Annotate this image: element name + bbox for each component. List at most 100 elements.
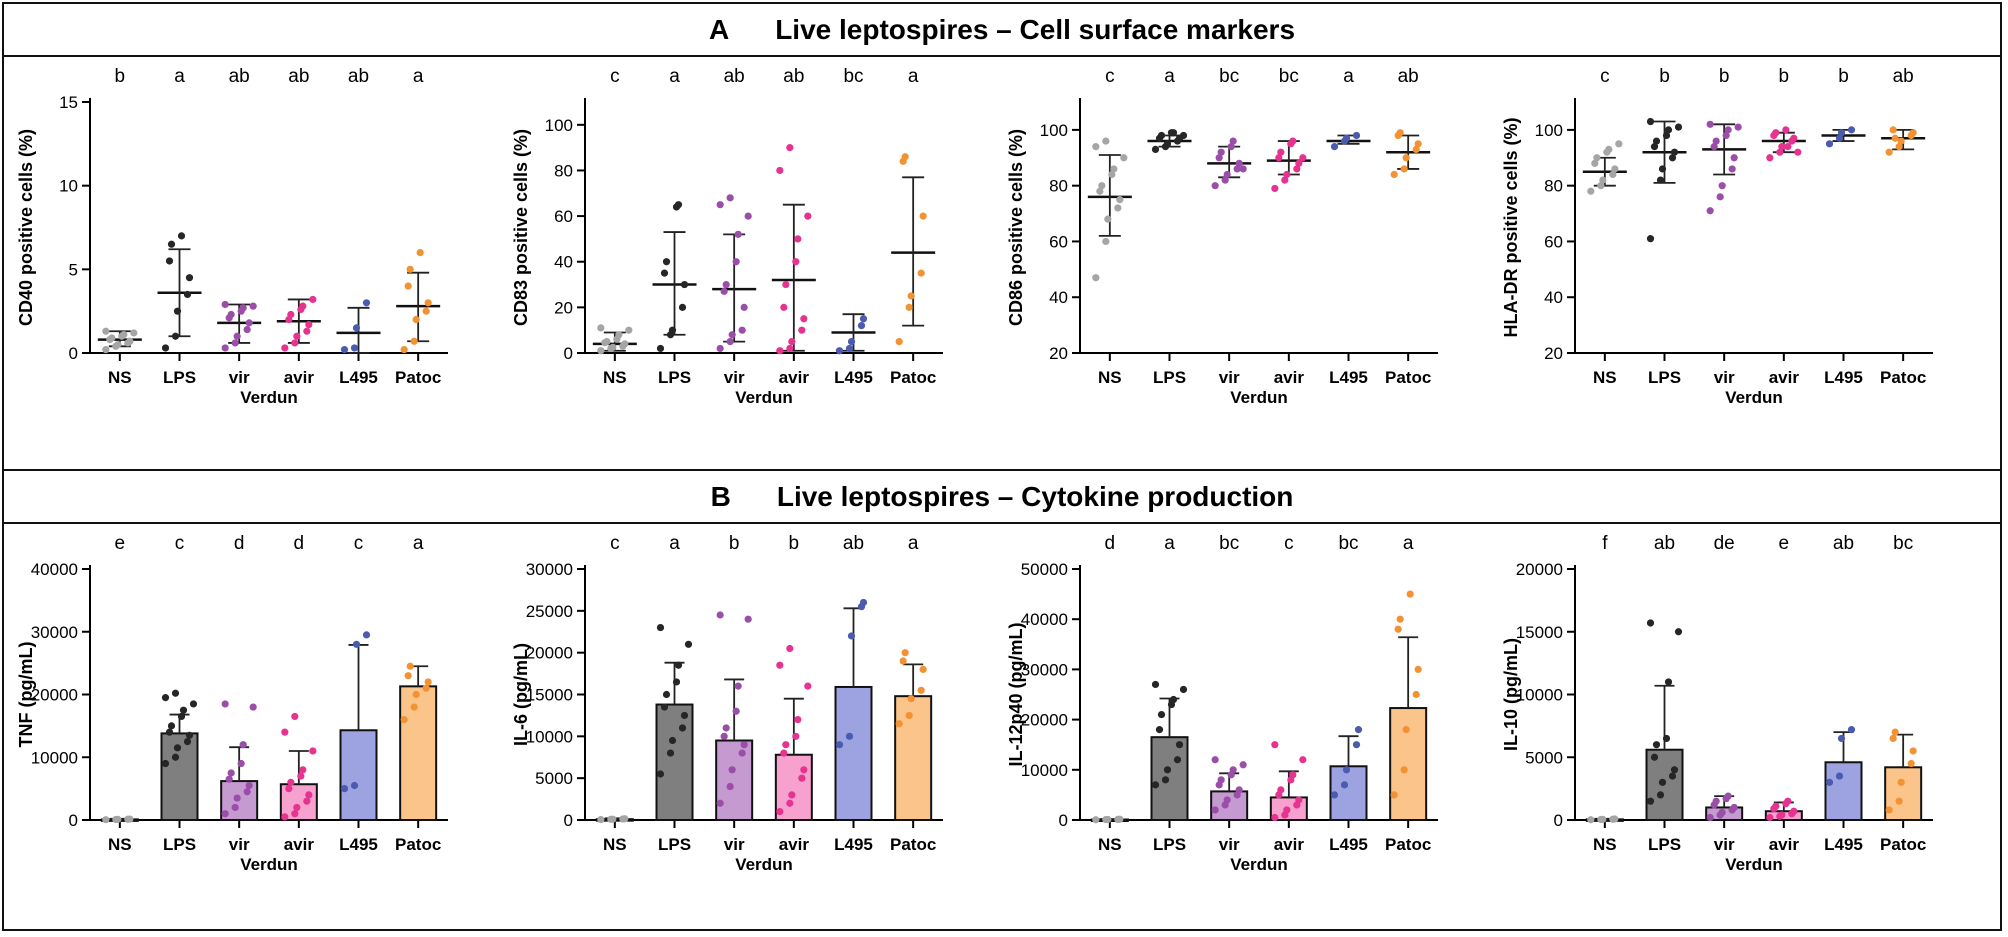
significance-letter: ab [1654, 533, 1675, 554]
bar [834, 685, 873, 821]
data-point [656, 770, 665, 778]
data-point [1662, 734, 1671, 743]
data-point [907, 292, 915, 300]
x-axis-label: Verdun [1230, 855, 1288, 874]
data-point [424, 678, 432, 686]
data-point [666, 749, 675, 757]
data-point [668, 326, 677, 334]
data-point [905, 711, 913, 720]
data-point [776, 166, 784, 175]
data-point [1668, 772, 1677, 780]
data-point [1299, 154, 1307, 162]
data-point [126, 815, 134, 823]
data-point [1221, 176, 1229, 184]
data-point [239, 304, 247, 312]
data-point [1396, 615, 1404, 623]
x-tick-label: vir [1219, 835, 1240, 854]
y-tick-label: 50000 [1021, 560, 1068, 579]
data-point [1169, 695, 1178, 704]
data-point [1283, 170, 1291, 179]
data-point [406, 662, 414, 670]
data-point [1670, 148, 1679, 156]
significance-letter: a [669, 66, 680, 87]
significance-letter: b [1779, 66, 1790, 87]
significance-letter: bc [1279, 66, 1299, 87]
data-point [1847, 126, 1856, 134]
data-point [285, 785, 293, 793]
data-point [114, 815, 122, 823]
data-point [1609, 170, 1617, 179]
data-point [1778, 143, 1786, 151]
data-point [249, 703, 257, 711]
data-point [1784, 143, 1792, 151]
section-b-title: Live leptospires – Cytokine production [776, 480, 1294, 512]
data-point [293, 332, 301, 340]
data-point [1718, 808, 1726, 817]
data-point [1402, 726, 1410, 734]
data-point [800, 315, 808, 323]
data-point [919, 212, 927, 220]
y-tick-label: 60 [1049, 232, 1068, 251]
data-point [291, 339, 299, 347]
significance-letter: a [908, 66, 919, 87]
data-point [1778, 811, 1786, 819]
data-point [1650, 143, 1659, 151]
data-point [1656, 176, 1665, 184]
significance-letter: bc [843, 66, 863, 87]
data-point [782, 741, 790, 749]
data-point [917, 686, 925, 694]
data-point [309, 295, 317, 304]
data-point [161, 759, 170, 768]
data-point [1108, 170, 1116, 179]
data-point [297, 772, 305, 780]
data-point [734, 230, 742, 238]
data-point [1227, 143, 1235, 151]
section-b-letter: B [710, 480, 731, 512]
data-point [1895, 143, 1903, 151]
data-point [780, 749, 788, 757]
data-point [1782, 126, 1790, 134]
y-tick-label: 100 [1535, 121, 1563, 140]
data-point [845, 732, 854, 740]
data-point [1394, 625, 1402, 633]
y-tick-label: 0 [564, 811, 573, 830]
data-point [835, 741, 844, 749]
data-point [1289, 771, 1297, 779]
x-tick-label: NS [1098, 368, 1122, 387]
x-tick-label: NS [603, 835, 627, 854]
data-point [114, 341, 122, 349]
data-point [1891, 728, 1899, 736]
x-tick-label: Patoc [1880, 835, 1926, 854]
bar [1389, 707, 1428, 821]
x-tick-label: NS [1098, 835, 1122, 854]
data-point [1179, 131, 1188, 140]
data-point [161, 694, 170, 702]
y-tick-label: 20 [1049, 344, 1068, 363]
significance-letter: b [115, 66, 126, 87]
x-axis-label: Verdun [735, 855, 793, 874]
significance-letter: ab [1893, 66, 1914, 87]
data-point [1229, 137, 1237, 145]
data-point [788, 791, 796, 799]
data-point [1151, 145, 1160, 154]
data-point [1092, 816, 1100, 824]
data-point [412, 315, 420, 324]
data-point [1406, 590, 1414, 598]
data-point [1295, 159, 1303, 167]
x-tick-label: Patoc [395, 835, 441, 854]
data-point [1163, 766, 1172, 774]
data-point [225, 775, 233, 783]
bar [399, 685, 438, 821]
data-point [1668, 154, 1677, 162]
data-point [177, 712, 186, 721]
data-point [907, 695, 915, 703]
data-point [165, 728, 174, 736]
data-point [281, 813, 289, 821]
data-point [722, 724, 730, 732]
chart-cd86: 20 40 60 80 100 CD86 positive cells (%) NS c LPS… [1006, 66, 1438, 407]
data-point [245, 319, 253, 327]
data-point [410, 337, 418, 345]
data-point [740, 741, 748, 749]
data-point [309, 747, 317, 755]
data-point [674, 661, 683, 669]
